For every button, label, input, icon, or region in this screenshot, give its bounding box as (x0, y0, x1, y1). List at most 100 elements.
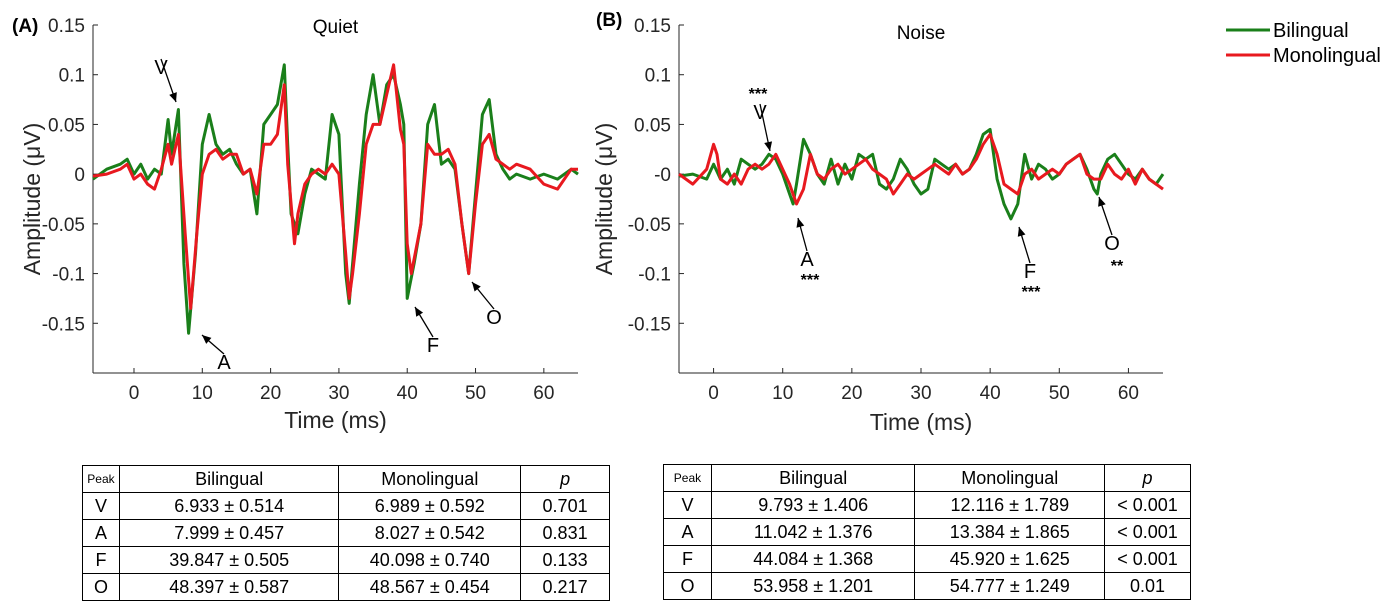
x-tick-label: 0 (708, 383, 719, 404)
x-tick-label: 10 (772, 383, 793, 404)
y-axis-label: Amplitude (μV) (19, 123, 45, 276)
x-tick-label: 50 (465, 383, 486, 404)
peak-arrowhead (472, 282, 481, 292)
cell-bilingual: 11.042 ± 1.376 (710, 518, 916, 546)
cell-bilingual: 53.958 ± 1.201 (710, 572, 916, 600)
cell-p: 0.01 (1104, 572, 1191, 600)
y-tick-label: -0 (654, 165, 671, 186)
cell-peak: A (82, 519, 120, 547)
y-axis-label: Amplitude (μV) (591, 123, 617, 276)
header-bilingual: Bilingual (710, 464, 916, 492)
header-bilingual: Bilingual (118, 465, 340, 493)
x-axis-label: Time (ms) (870, 409, 973, 435)
peak-latency-table-noise: Peak Bilingual Monolingual p V 9.793 ± 1.… (663, 464, 1191, 600)
y-tick-label: 0.1 (645, 66, 671, 87)
significance-stars: *** (749, 86, 768, 103)
peak-label-O: O (1104, 233, 1120, 255)
peak-latency-table-quiet: Peak Bilingual Monolingual p V 6.933 ± 0.… (82, 465, 610, 601)
panel-label: (A) (12, 16, 38, 37)
cell-p: < 0.001 (1104, 518, 1191, 546)
x-tick-label: 20 (841, 383, 862, 404)
header-p: p (520, 465, 610, 493)
cell-monolingual: 8.027 ± 0.542 (338, 519, 522, 547)
x-tick-label: 60 (1118, 383, 1139, 404)
table-header-row: Peak Bilingual Monolingual p (663, 464, 1191, 492)
cell-p: 0.831 (520, 519, 610, 547)
header-monolingual: Monolingual (914, 464, 1106, 492)
header-monolingual: Monolingual (338, 465, 522, 493)
cell-bilingual: 9.793 ± 1.406 (710, 491, 916, 519)
series-line-monolingual (678, 132, 1164, 206)
cell-monolingual: 45.920 ± 1.625 (914, 545, 1106, 573)
peak-label-V: V (753, 102, 767, 124)
cell-peak: V (82, 492, 120, 520)
peak-arrowhead (1017, 227, 1026, 237)
cell-p: < 0.001 (1104, 545, 1191, 573)
chart-panel-1: 0.15 0.1 0.05 -0 -0.05 -0.1 -0.15 0 10 20 30 40 50 60… (591, 10, 1165, 435)
significance-stars: ** (1111, 258, 1124, 275)
cell-peak: F (663, 545, 712, 573)
cell-bilingual: 39.847 ± 0.505 (118, 546, 340, 574)
cell-bilingual: 48.397 ± 0.587 (118, 573, 340, 601)
x-tick-label: 50 (1049, 383, 1070, 404)
cell-monolingual: 6.989 ± 0.592 (338, 492, 522, 520)
cell-bilingual: 7.999 ± 0.457 (118, 519, 340, 547)
x-tick-label: 20 (260, 383, 281, 404)
cell-p: 0.701 (520, 492, 610, 520)
x-tick-label: 30 (910, 383, 931, 404)
chart-title: Quiet (313, 17, 359, 38)
table-row: V 9.793 ± 1.406 12.116 ± 1.789 < 0.001 (663, 491, 1191, 519)
y-tick-label: 0.15 (48, 16, 85, 37)
y-tick-label: 0.15 (634, 16, 671, 37)
peak-label-O: O (486, 307, 502, 329)
table-row: V 6.933 ± 0.514 6.989 ± 0.592 0.701 (82, 492, 610, 520)
cell-monolingual: 48.567 ± 0.454 (338, 573, 522, 601)
x-tick-label: 40 (397, 383, 418, 404)
peak-arrowhead (1098, 197, 1106, 207)
legend: Bilingual Monolingual (1226, 20, 1381, 67)
peak-arrowhead (169, 92, 177, 102)
cell-monolingual: 54.777 ± 1.249 (914, 572, 1106, 600)
legend-label: Monolingual (1273, 45, 1381, 67)
y-tick-label: 0.05 (48, 115, 85, 136)
x-tick-label: 10 (192, 383, 213, 404)
y-tick-label: -0.15 (628, 314, 671, 335)
header-peak: Peak (663, 464, 712, 492)
cell-peak: O (82, 573, 120, 601)
cell-peak: V (663, 491, 712, 519)
peak-arrowhead (796, 218, 805, 228)
table-row: F 44.084 ± 1.368 45.920 ± 1.625 < 0.001 (663, 545, 1191, 573)
cell-p: 0.217 (520, 573, 610, 601)
peak-arrowhead (764, 141, 773, 151)
peak-label-A: A (800, 249, 814, 271)
significance-stars: *** (1022, 284, 1041, 301)
peak-label-F: F (427, 335, 439, 357)
y-tick-label: 0.1 (59, 66, 85, 87)
x-tick-label: 0 (129, 383, 140, 404)
cell-bilingual: 44.084 ± 1.368 (710, 545, 916, 573)
table-row: O 48.397 ± 0.587 48.567 ± 0.454 0.217 (82, 573, 610, 601)
y-tick-label: 0.05 (634, 115, 671, 136)
cell-bilingual: 6.933 ± 0.514 (118, 492, 340, 520)
peak-arrowhead (415, 307, 424, 317)
legend-label: Bilingual (1273, 20, 1349, 42)
x-axis-label: Time (ms) (284, 407, 387, 433)
cell-peak: A (663, 518, 712, 546)
y-tick-label: -0.05 (628, 215, 671, 236)
peak-arrowhead (202, 335, 212, 344)
header-p: p (1104, 464, 1191, 492)
header-peak: Peak (82, 465, 120, 493)
y-tick-label: 0 (74, 165, 85, 186)
series-line-monolingual (92, 63, 578, 310)
cell-peak: O (663, 572, 712, 600)
table-row: F 39.847 ± 0.505 40.098 ± 0.740 0.133 (82, 546, 610, 574)
peak-label-V: V (154, 57, 168, 79)
x-tick-label: 60 (533, 383, 554, 404)
panel-label: (B) (596, 10, 622, 31)
x-tick-label: 40 (980, 383, 1001, 404)
cell-monolingual: 12.116 ± 1.789 (914, 491, 1106, 519)
series-line-bilingual (92, 63, 579, 335)
y-tick-label: -0.15 (42, 314, 85, 335)
table-row: A 11.042 ± 1.376 13.384 ± 1.865 < 0.001 (663, 518, 1191, 546)
